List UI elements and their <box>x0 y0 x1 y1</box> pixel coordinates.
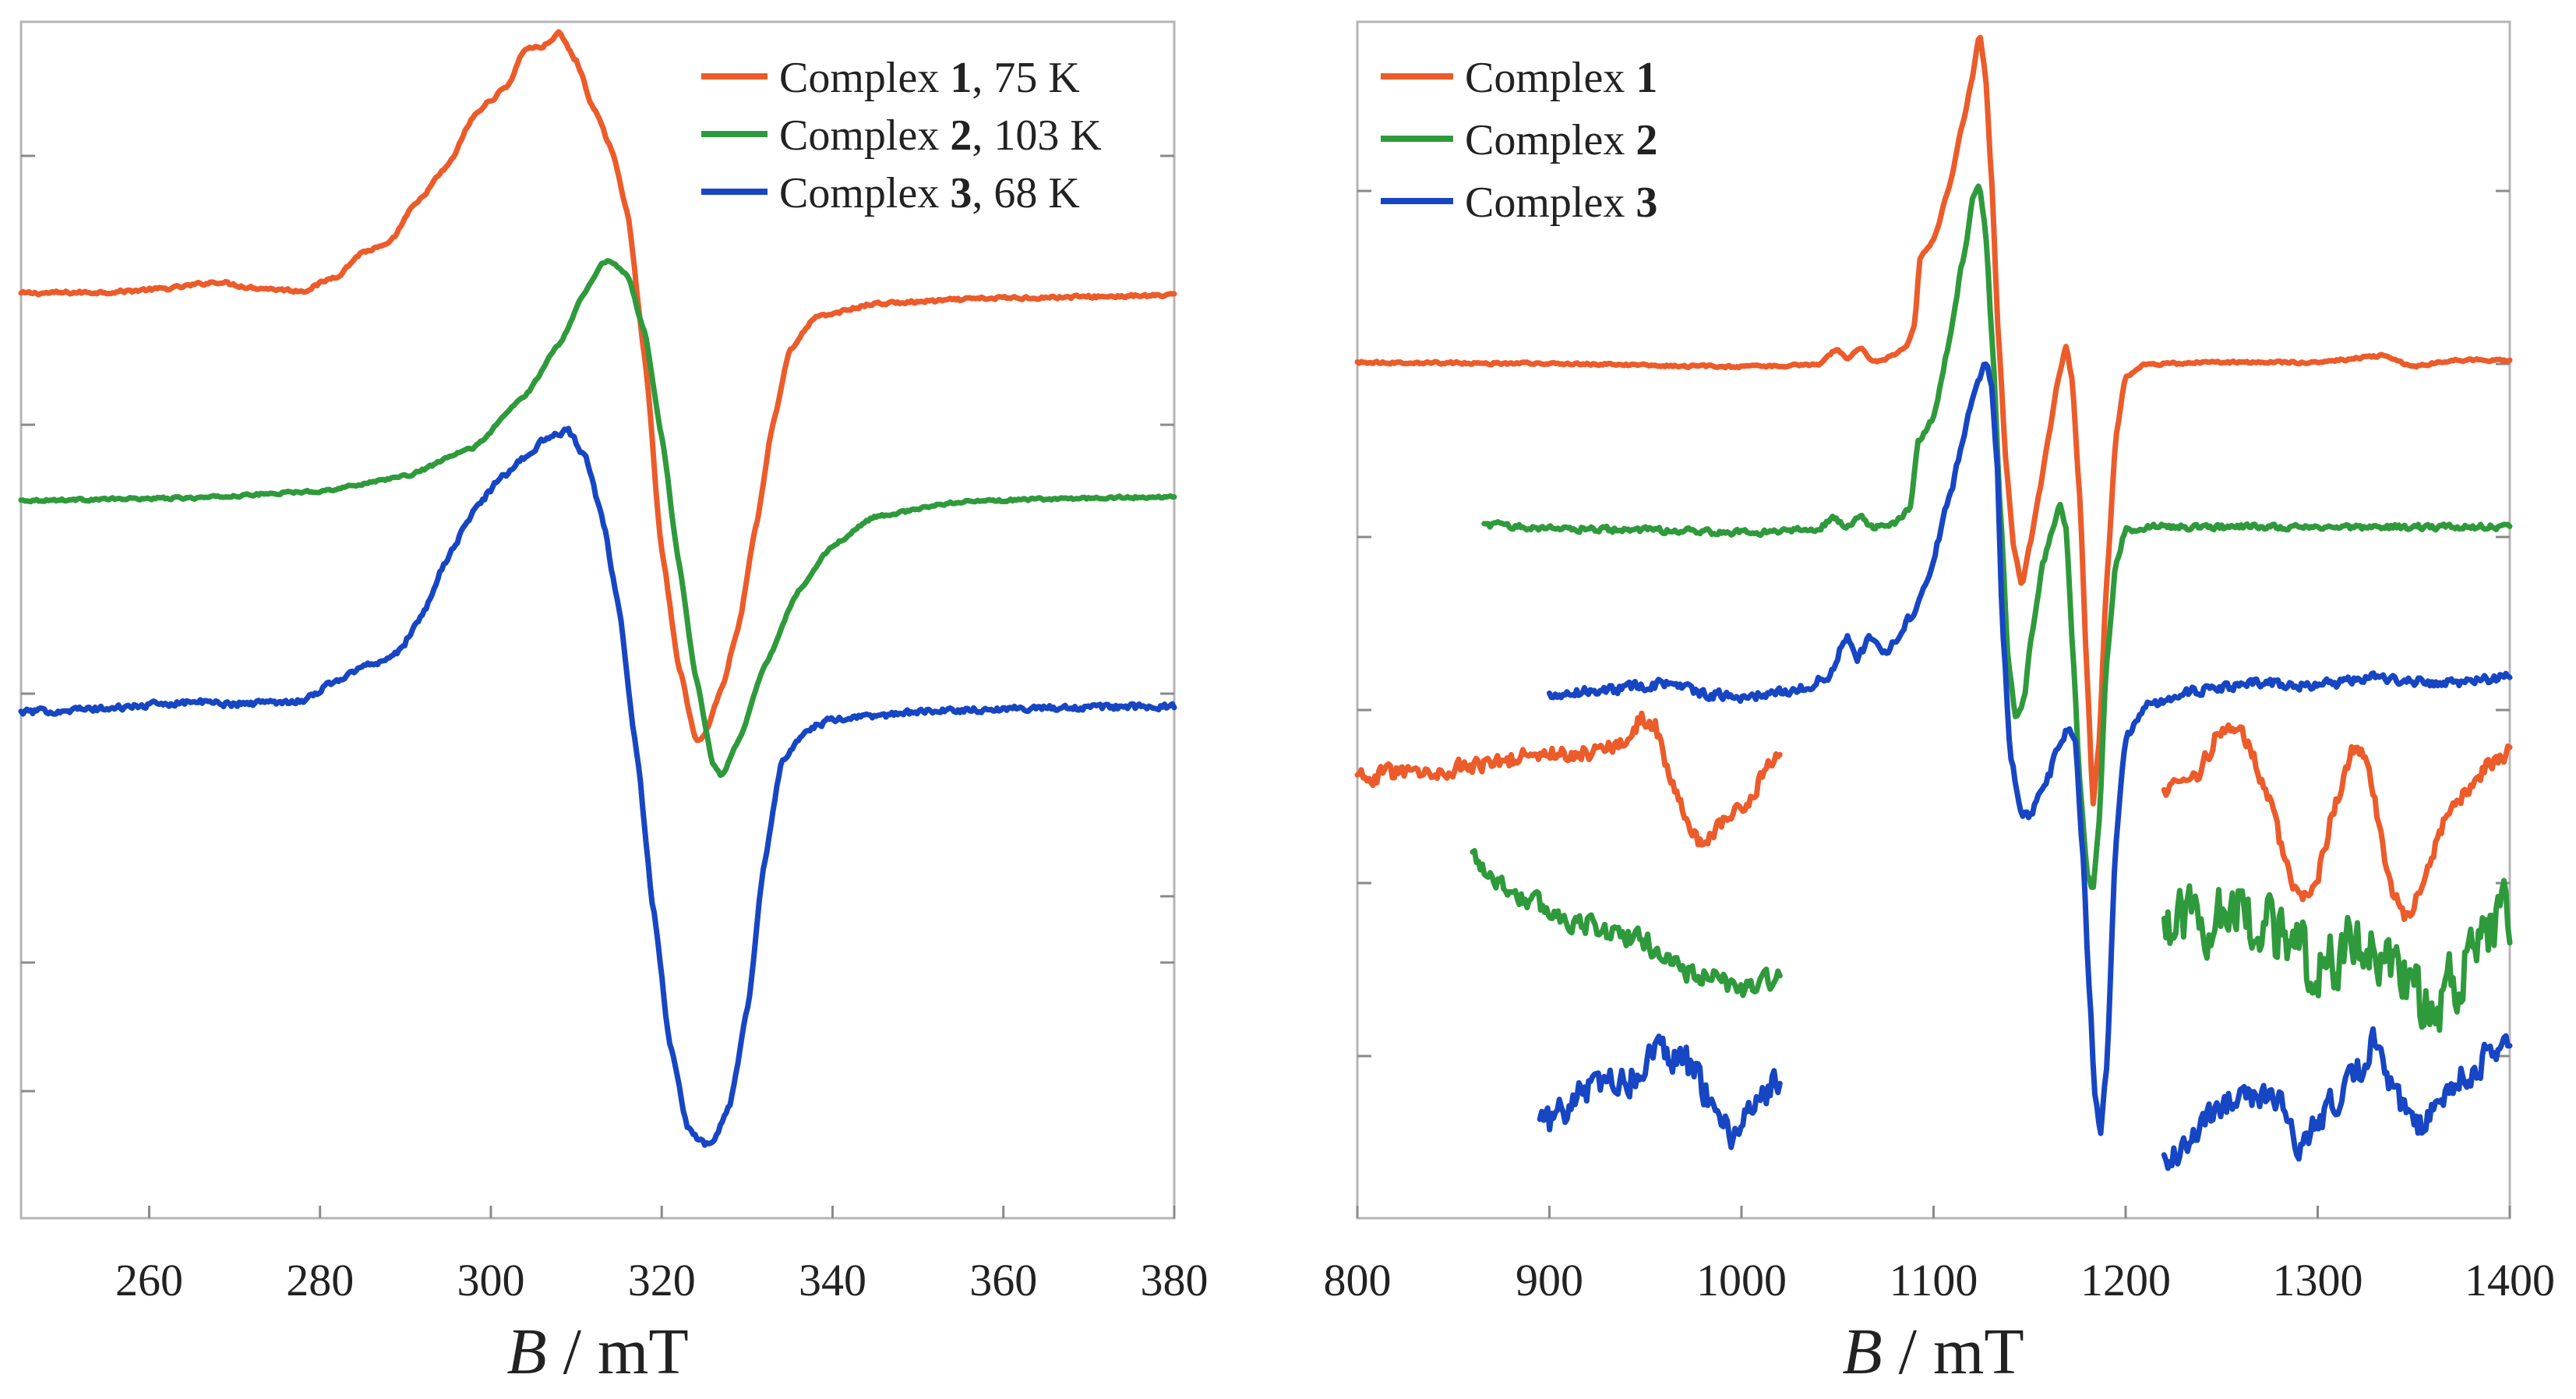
x-tick-label: 1400 <box>2465 1255 2555 1305</box>
right-x-axis-title: B / mT <box>1842 1316 2024 1388</box>
x-tick-label: 800 <box>1324 1255 1392 1305</box>
x-tick-label: 1200 <box>2080 1255 2171 1305</box>
legend-label-complex1: Complex 1, 75 K <box>779 54 1080 102</box>
legend-label-complex3: Complex 3, 68 K <box>779 169 1080 217</box>
left-tick-labels: 260 280 300 320 340 360 380 <box>115 1255 1209 1305</box>
left-traces <box>18 29 1177 1148</box>
series-line-complex3 <box>2161 1026 2513 1171</box>
legend-label-complex1: Complex 1 <box>1465 54 1657 102</box>
x-tick-label: 340 <box>799 1255 866 1305</box>
x-tick-label: 1100 <box>1890 1255 1978 1305</box>
x-tick-label: 1000 <box>1696 1255 1787 1305</box>
series-line-complex1 <box>2161 722 2513 922</box>
right-traces <box>1354 34 2513 1171</box>
x-tick-label: 260 <box>115 1255 183 1305</box>
legend-label-complex3: Complex 3 <box>1465 178 1657 227</box>
legend-label-complex2: Complex 2, 103 K <box>779 111 1102 160</box>
left-ticks <box>21 154 1176 1218</box>
left-legend: Complex 1, 75 K Complex 2, 103 K Complex 3… <box>701 54 1102 217</box>
series-line-complex3 <box>1537 1033 1783 1150</box>
x-tick-label: 320 <box>628 1255 696 1305</box>
series-line-complex3 <box>18 426 1177 1148</box>
x-tick-label: 380 <box>1141 1255 1209 1305</box>
x-tick-label: 280 <box>286 1255 354 1305</box>
series-line-complex2 <box>1470 848 1783 998</box>
series-line-complex1 <box>1354 34 2513 807</box>
left-panel: 260 280 300 320 340 360 380 Complex 1, 75 KCom… <box>18 20 1209 1388</box>
series-line-complex2 <box>2161 878 2513 1033</box>
right-legend: Complex 1 Complex 2 Complex 3 <box>1381 54 1657 227</box>
series-line-complex3 <box>1547 361 2513 1136</box>
right-panel: 800 900 1000 1100 1200 1300 1400 Complex 1Comp… <box>1324 20 2556 1388</box>
right-ticks <box>1356 189 2511 1218</box>
series-line-complex1 <box>1354 710 1783 848</box>
x-tick-label: 300 <box>457 1255 524 1305</box>
left-plot-frame <box>19 20 1176 1220</box>
series-line-complex1 <box>18 29 1177 744</box>
x-tick-label: 360 <box>969 1255 1037 1305</box>
x-tick-label: 900 <box>1516 1255 1583 1305</box>
legend-label-complex2: Complex 2 <box>1465 116 1657 164</box>
series-line-complex2 <box>18 258 1177 779</box>
right-tick-labels: 800 900 1000 1100 1200 1300 1400 <box>1324 1255 2556 1305</box>
left-x-axis-title: B / mT <box>506 1316 688 1388</box>
x-tick-label: 1300 <box>2273 1255 2363 1305</box>
